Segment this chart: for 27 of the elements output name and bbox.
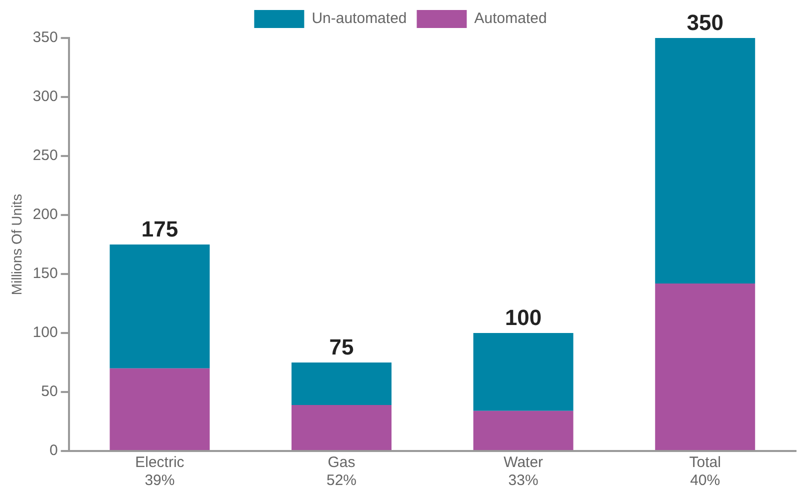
- legend-label: Un-automated: [312, 10, 407, 28]
- bar: [473, 410, 574, 450]
- total-label: 100: [504, 305, 542, 330]
- bar: [655, 283, 756, 450]
- bar: [110, 368, 210, 450]
- x-tick-label: Water 33%: [504, 454, 544, 490]
- total-label: 75: [329, 334, 354, 360]
- x-tick-label: Total 40%: [689, 454, 721, 490]
- y-tick-label: 200: [32, 206, 58, 224]
- bar: [110, 244, 210, 368]
- bar: [473, 333, 574, 411]
- y-tick-label: 350: [32, 29, 58, 46]
- y-tick-label: 50: [41, 383, 58, 400]
- total-label: 350: [686, 10, 724, 36]
- bar: [292, 404, 392, 450]
- legend-label: Automated: [474, 10, 547, 28]
- bar: [292, 362, 392, 405]
- x-tick-label: Gas 52%: [326, 454, 357, 490]
- y-tick-label: 300: [32, 88, 58, 106]
- bar: [655, 38, 756, 284]
- y-axis-title: Millions Of Units: [8, 194, 24, 296]
- y-tick-label: 150: [32, 265, 58, 282]
- y-tick-label: 250: [32, 147, 58, 164]
- total-label: 175: [141, 216, 178, 242]
- y-tick-label: 0: [49, 442, 58, 460]
- x-tick-label: Electric 39%: [135, 454, 185, 490]
- y-tick-label: 100: [32, 324, 58, 342]
